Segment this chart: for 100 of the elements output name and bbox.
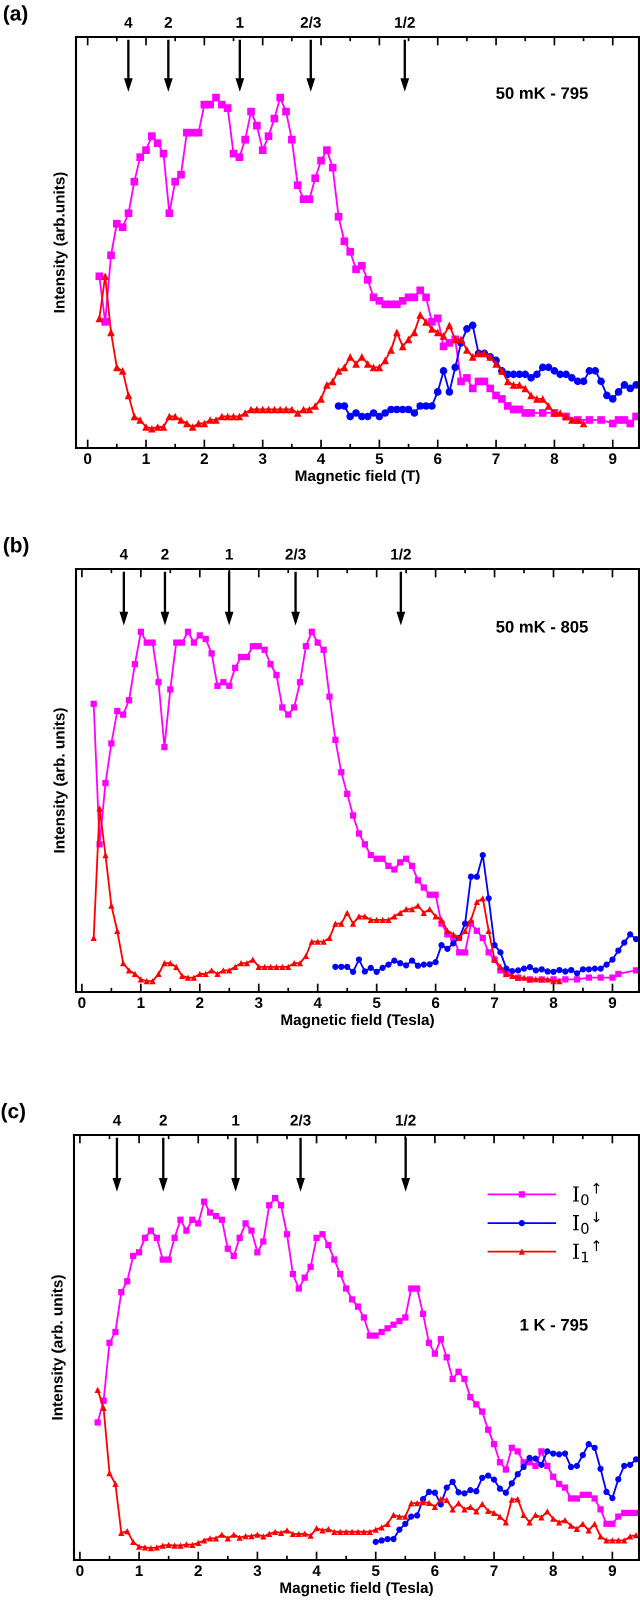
point — [514, 1471, 521, 1478]
x-tick-label: 8 — [549, 1565, 557, 1577]
x-axis-title: Magnetic field (Tesla) — [281, 1013, 434, 1029]
text: 4 — [112, 1114, 122, 1126]
point — [532, 967, 539, 974]
point — [544, 363, 553, 372]
text: 2/3 — [285, 548, 306, 560]
point — [527, 374, 535, 382]
point — [455, 1489, 462, 1496]
point — [361, 968, 368, 975]
point — [621, 1462, 628, 1470]
x-tick-label: 0 — [84, 453, 92, 465]
point — [396, 1526, 403, 1533]
x-tick-label: 5 — [375, 453, 384, 465]
legend-label: I$_{1}$$^{↑}$ — [572, 1240, 600, 1263]
point — [579, 1451, 586, 1459]
x-axis-title: Magnetic field (T) — [295, 469, 420, 485]
point — [550, 367, 559, 375]
text: 4 — [119, 548, 129, 560]
point — [410, 409, 419, 417]
text: 1 — [232, 1114, 240, 1126]
text: 2 — [164, 17, 172, 28]
point — [609, 956, 616, 963]
point — [614, 388, 623, 396]
point — [344, 963, 351, 970]
point — [445, 388, 454, 396]
point — [390, 1535, 397, 1543]
chart-title: (c) — [1, 1103, 25, 1123]
x-tick-label: 8 — [550, 453, 559, 465]
x-tick-label: 9 — [609, 453, 617, 465]
point — [620, 381, 629, 389]
x-tick-label: 7 — [492, 453, 500, 464]
point — [615, 947, 622, 954]
x-tick-label: 6 — [431, 997, 440, 1009]
legend-label: I$_{0}$$^{↓}$ — [572, 1211, 600, 1234]
point — [349, 968, 357, 975]
point — [402, 1520, 409, 1527]
x-tick-label: 2 — [196, 997, 204, 1008]
x-tick-label: 1 — [135, 1565, 143, 1576]
x-tick-label: 9 — [608, 997, 617, 1009]
point — [443, 1484, 450, 1491]
point — [332, 963, 339, 970]
point — [450, 940, 457, 947]
point — [503, 965, 510, 972]
point — [473, 1488, 480, 1495]
point — [615, 1476, 622, 1483]
point — [515, 967, 522, 974]
x-axis-title: Magnetic field (Tesla) — [280, 1581, 433, 1597]
x-tick-label: 4 — [312, 1565, 321, 1576]
point — [509, 967, 516, 975]
annotation: 1 K - 795 — [520, 1318, 588, 1331]
point — [381, 409, 390, 417]
point — [363, 412, 372, 421]
point — [550, 968, 557, 975]
x-tick-label: 3 — [254, 997, 263, 1009]
annotation: 50 mK - 805 — [496, 620, 588, 633]
y-axis-title: Intensity (arb. units) — [51, 1275, 66, 1420]
point — [473, 873, 480, 880]
point — [378, 1537, 385, 1544]
point — [391, 957, 398, 964]
x-tick-label: 6 — [434, 453, 442, 465]
point — [439, 367, 448, 375]
point — [468, 321, 477, 330]
point — [426, 961, 433, 968]
point — [467, 1487, 474, 1494]
point — [404, 405, 413, 414]
x-tick-label: 2 — [200, 453, 208, 464]
point — [591, 1444, 598, 1451]
point — [532, 1455, 539, 1462]
x-tick-label: 4 — [317, 453, 326, 464]
point — [420, 961, 427, 968]
text: 2 — [161, 548, 169, 560]
point — [496, 1485, 504, 1492]
chart-title: (b) — [3, 537, 29, 557]
point — [573, 970, 581, 977]
point — [561, 1450, 569, 1457]
text: 2/3 — [300, 16, 321, 28]
point — [433, 388, 442, 396]
point — [520, 1463, 527, 1471]
point — [597, 1465, 604, 1472]
point — [408, 1513, 415, 1520]
text: 2 — [159, 1114, 167, 1126]
point — [544, 1448, 551, 1455]
point — [550, 1450, 557, 1457]
point — [533, 370, 541, 379]
point — [579, 966, 587, 973]
point — [425, 1488, 433, 1496]
point — [403, 962, 410, 969]
point — [451, 363, 460, 372]
point — [438, 942, 445, 949]
point — [603, 961, 610, 968]
point — [375, 412, 384, 421]
point — [340, 402, 349, 410]
point — [461, 1490, 468, 1497]
point — [508, 1480, 515, 1487]
point — [520, 965, 528, 972]
point — [414, 1512, 421, 1519]
point — [372, 1538, 379, 1546]
text: 1 — [225, 548, 233, 560]
point — [556, 1451, 563, 1458]
